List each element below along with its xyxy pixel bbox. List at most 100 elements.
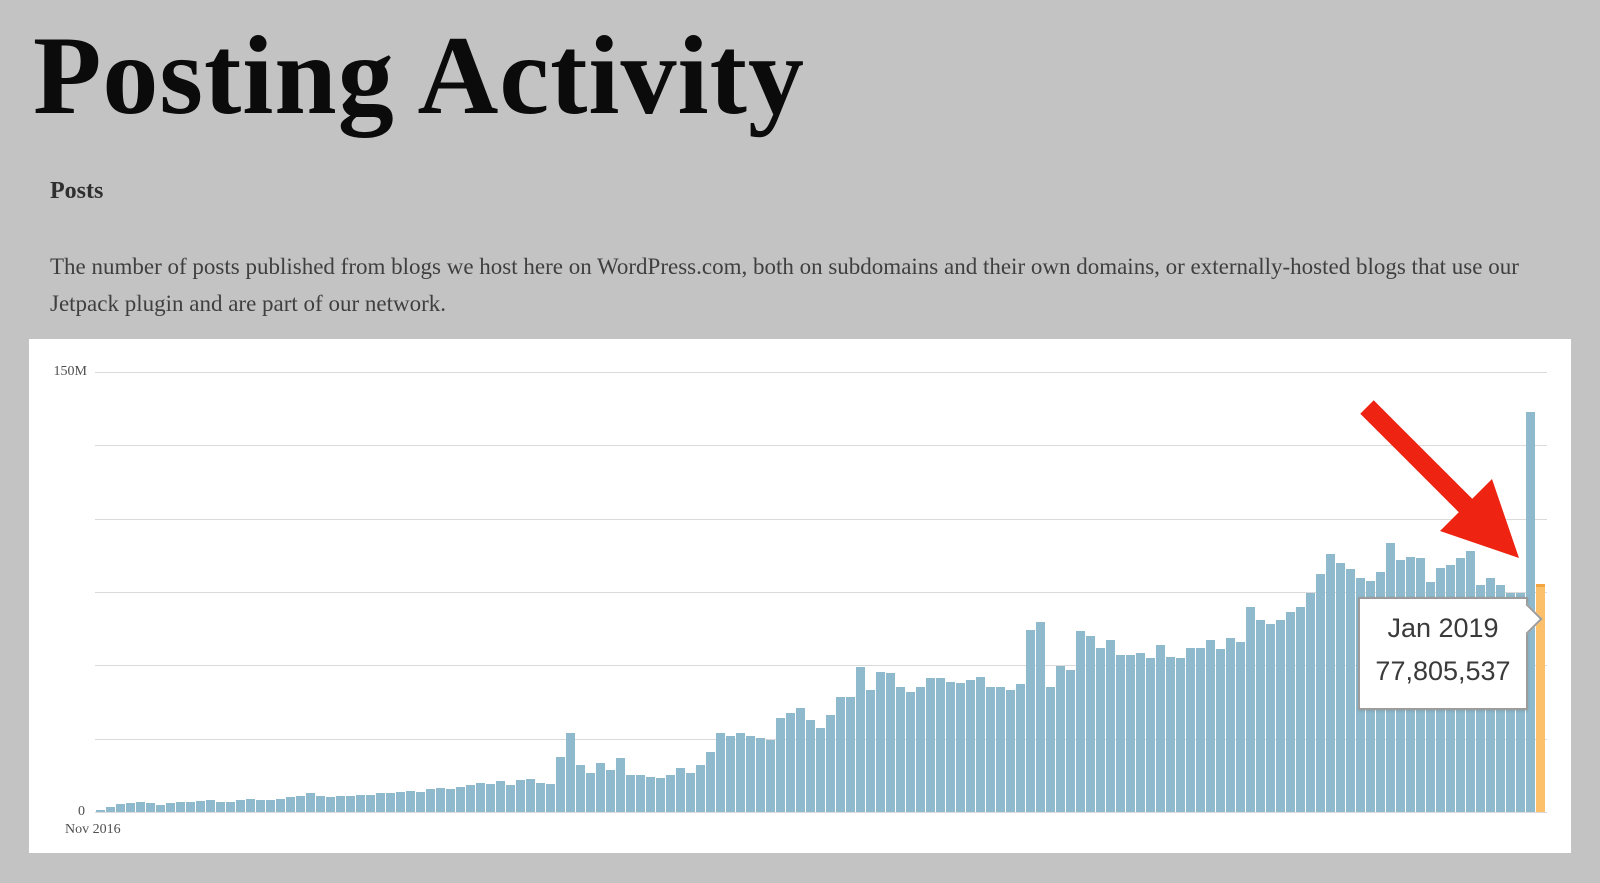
- bar[interactable]: [1116, 655, 1125, 812]
- bar[interactable]: [256, 800, 265, 812]
- bar[interactable]: [546, 784, 555, 812]
- bar[interactable]: [866, 690, 875, 812]
- bar[interactable]: [1336, 563, 1345, 812]
- bar[interactable]: [1046, 687, 1055, 812]
- bar[interactable]: [566, 733, 575, 812]
- bar[interactable]: [936, 678, 945, 812]
- bar[interactable]: [1166, 657, 1175, 812]
- bar[interactable]: [556, 757, 565, 812]
- bar[interactable]: [1216, 649, 1225, 812]
- bar[interactable]: [616, 758, 625, 812]
- bar[interactable]: [746, 736, 755, 812]
- bar[interactable]: [916, 687, 925, 812]
- bar[interactable]: [1306, 593, 1315, 812]
- bar[interactable]: [786, 713, 795, 812]
- bar[interactable]: [536, 783, 545, 812]
- bar[interactable]: [296, 796, 305, 812]
- bar[interactable]: [476, 783, 485, 812]
- bar[interactable]: [576, 765, 585, 812]
- bar[interactable]: [806, 720, 815, 812]
- bar[interactable]: [486, 784, 495, 812]
- bar[interactable]: [966, 680, 975, 812]
- bar[interactable]: [356, 795, 365, 812]
- bar[interactable]: [306, 793, 315, 812]
- bar[interactable]: [726, 736, 735, 812]
- bar[interactable]: [246, 799, 255, 812]
- bar[interactable]: [1296, 607, 1305, 812]
- bar[interactable]: [446, 789, 455, 812]
- bar[interactable]: [876, 672, 885, 812]
- bar[interactable]: [286, 797, 295, 812]
- bar-highlighted-jan-2019[interactable]: [1536, 584, 1545, 812]
- bar[interactable]: [436, 788, 445, 812]
- bar[interactable]: [326, 797, 335, 812]
- bar[interactable]: [376, 793, 385, 812]
- bar[interactable]: [1206, 640, 1215, 812]
- bar[interactable]: [406, 791, 415, 812]
- bar[interactable]: [1286, 612, 1295, 812]
- bar[interactable]: [1036, 622, 1045, 812]
- bar[interactable]: [1056, 666, 1065, 812]
- bar[interactable]: [456, 787, 465, 812]
- bar[interactable]: [856, 667, 865, 812]
- bar[interactable]: [696, 765, 705, 812]
- bar[interactable]: [166, 803, 175, 812]
- bar[interactable]: [906, 692, 915, 812]
- bar[interactable]: [1186, 648, 1195, 812]
- bar[interactable]: [1266, 624, 1275, 812]
- bar[interactable]: [1236, 642, 1245, 812]
- bar[interactable]: [186, 802, 195, 812]
- bar[interactable]: [926, 678, 935, 812]
- bar[interactable]: [336, 796, 345, 812]
- bar[interactable]: [1156, 645, 1165, 812]
- bar[interactable]: [276, 799, 285, 812]
- bar[interactable]: [816, 728, 825, 812]
- bar[interactable]: [216, 802, 225, 812]
- bar[interactable]: [1246, 607, 1255, 812]
- bar[interactable]: [606, 770, 615, 812]
- bar[interactable]: [736, 733, 745, 812]
- bar[interactable]: [886, 673, 895, 812]
- bar[interactable]: [1276, 620, 1285, 812]
- bar[interactable]: [266, 800, 275, 812]
- bar[interactable]: [706, 752, 715, 812]
- bar[interactable]: [756, 738, 765, 812]
- bar[interactable]: [846, 697, 855, 812]
- bar[interactable]: [346, 796, 355, 812]
- bar[interactable]: [826, 715, 835, 812]
- bar[interactable]: [1026, 630, 1035, 812]
- bar[interactable]: [1106, 640, 1115, 812]
- bar[interactable]: [986, 687, 995, 812]
- bar[interactable]: [526, 779, 535, 812]
- bar[interactable]: [516, 780, 525, 812]
- bar[interactable]: [156, 805, 165, 812]
- bar[interactable]: [1126, 655, 1135, 812]
- bar[interactable]: [586, 773, 595, 812]
- bar[interactable]: [126, 803, 135, 812]
- bar[interactable]: [1176, 658, 1185, 812]
- bar[interactable]: [1226, 638, 1235, 812]
- bar[interactable]: [1066, 670, 1075, 812]
- bar[interactable]: [466, 785, 475, 812]
- bar[interactable]: [496, 781, 505, 812]
- bar[interactable]: [426, 789, 435, 812]
- bar[interactable]: [236, 800, 245, 812]
- bar[interactable]: [1096, 648, 1105, 812]
- bar[interactable]: [416, 792, 425, 812]
- bar[interactable]: [316, 796, 325, 812]
- bar[interactable]: [1346, 569, 1355, 812]
- bar[interactable]: [506, 785, 515, 812]
- bar[interactable]: [636, 775, 645, 812]
- bar[interactable]: [1196, 648, 1205, 812]
- bar[interactable]: [176, 802, 185, 812]
- bar[interactable]: [596, 763, 605, 812]
- bar[interactable]: [896, 687, 905, 812]
- bar[interactable]: [146, 803, 155, 812]
- bar[interactable]: [386, 793, 395, 812]
- bar[interactable]: [206, 800, 215, 812]
- bar[interactable]: [1316, 574, 1325, 812]
- bar[interactable]: [1076, 631, 1085, 812]
- bar[interactable]: [656, 778, 665, 812]
- bar[interactable]: [646, 777, 655, 812]
- bar[interactable]: [956, 683, 965, 812]
